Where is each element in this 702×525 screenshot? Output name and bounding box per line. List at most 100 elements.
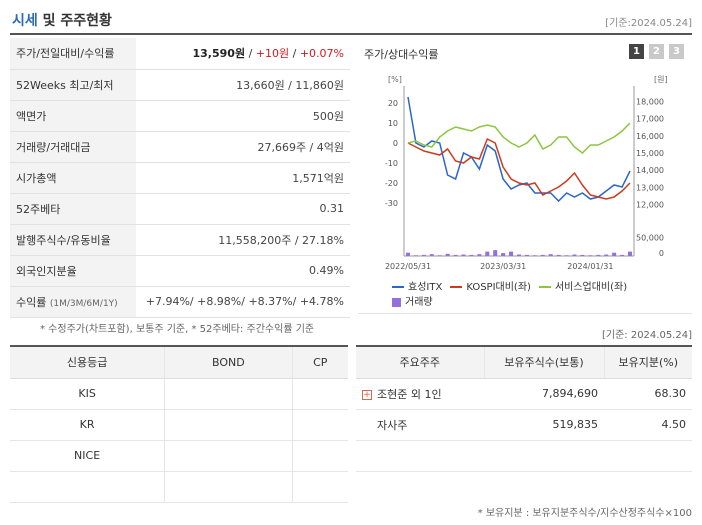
- bond-cell: [164, 471, 293, 503]
- volume-bar: [604, 254, 609, 256]
- row-value: 500원: [136, 100, 350, 132]
- column-header: 보유주식수(보통): [484, 346, 605, 379]
- legend-item: KOSPI대비(좌): [450, 280, 531, 295]
- table-row: 발행주식수/유동비율 11,558,200주 / 27.18%: [10, 224, 350, 256]
- right-tick-label: 12,000: [636, 200, 664, 209]
- tab-2[interactable]: 2: [649, 44, 664, 59]
- column-header: BOND: [164, 346, 293, 379]
- table-row: 시가총액 1,571억원: [10, 162, 350, 194]
- table-row: [10, 471, 348, 503]
- volume-bar: [477, 254, 482, 256]
- legend-swatch: [392, 297, 401, 307]
- right-axis-unit: [원]: [654, 75, 668, 84]
- row-label: 발행주식수/유동비율: [10, 224, 136, 256]
- legend-label: 효성ITX: [408, 281, 443, 293]
- legend-swatch: [392, 286, 404, 288]
- table-header-row: 주요주주 보유주식수(보통) 보유지분(%): [356, 346, 692, 379]
- volume-tick-label: 0: [659, 249, 664, 258]
- table-row: 52Weeks 최고/최저 13,660원 / 11,860원: [10, 69, 350, 101]
- price-value: 13,590원: [192, 47, 246, 61]
- pct-cell: 68.30: [604, 378, 692, 410]
- x-tick-label: 2023/03/31: [480, 262, 526, 271]
- x-tick-label: 2024/01/31: [567, 262, 613, 271]
- volume-bar: [413, 255, 418, 256]
- chart-panel: 주가/상대수익률 1 2 3 [%] [원] 20 10 0 -10 -20 -30 18,00…: [358, 38, 692, 314]
- left-tick-label: 0: [393, 139, 398, 148]
- table-row: + 조현준 외 1인 7,894,690 68.30: [356, 378, 692, 410]
- series-line-0: [407, 96, 631, 203]
- right-date-note: [기준: 2024.05.24]: [601, 330, 692, 341]
- table-row: KIS: [10, 378, 348, 410]
- change-pct: +0.07%: [299, 47, 344, 61]
- market-info-table: 주가/전일대비/수익률 13,590원 / +10원 / +0.07% 52We…: [10, 38, 350, 318]
- left-tick-label: -20: [385, 179, 398, 188]
- holder-name-cell: 자사주: [356, 409, 484, 441]
- table-row: 주가/전일대비/수익률 13,590원 / +10원 / +0.07%: [10, 38, 350, 70]
- cp-cell: [292, 471, 348, 503]
- column-header: 주요주주: [356, 346, 485, 379]
- volume-bar: [501, 253, 506, 256]
- row-label: 수익률 (1M/3M/6M/1Y): [10, 286, 136, 318]
- chart-legend: 효성ITX KOSPI대비(좌) 서비스업대비(좌) 거래량: [392, 278, 692, 312]
- legend-item: 서비스업대비(좌): [538, 280, 628, 295]
- pct-cell: [604, 440, 692, 472]
- volume-bar: [493, 250, 498, 256]
- section-title-accent: 시세: [12, 13, 38, 29]
- holder-name: 조현준 외 1인: [377, 387, 442, 401]
- tab-3[interactable]: 3: [669, 44, 684, 59]
- series-line-1: [407, 137, 631, 200]
- row-label: 52주베타: [10, 193, 136, 225]
- sep: /: [289, 47, 300, 61]
- right-tick-label: 14,000: [636, 166, 664, 175]
- agency-cell: KIS: [10, 378, 166, 410]
- row-label: 주가/전일대비/수익률: [10, 38, 136, 70]
- tab-1[interactable]: 1: [629, 44, 644, 59]
- volume-bar: [612, 252, 617, 256]
- column-header: 신용등급: [10, 346, 166, 379]
- legend-label: 서비스업대비(좌): [554, 281, 628, 293]
- cp-cell: [292, 409, 348, 441]
- chart-title: 주가/상대수익률: [364, 48, 439, 61]
- holder-name-cell: [356, 440, 484, 472]
- legend-swatch: [538, 286, 551, 288]
- left-tick-label: -30: [385, 199, 398, 208]
- left-tick-label: 10: [388, 119, 398, 128]
- shares-cell: 7,894,690: [484, 378, 604, 410]
- table-row: KR: [10, 409, 348, 441]
- right-tick-label: 13,000: [636, 183, 664, 192]
- row-value: 1,571억원: [136, 162, 350, 194]
- right-tick-label: 15,000: [636, 149, 664, 158]
- volume-bar: [580, 254, 585, 256]
- expand-icon[interactable]: +: [362, 389, 372, 400]
- chart-tabs: 1 2 3: [629, 44, 684, 59]
- right-tick-label: 16,000: [636, 132, 664, 141]
- volume-bar: [429, 254, 434, 256]
- row-label: 외국인지분율: [10, 255, 136, 287]
- volume-bar: [517, 254, 521, 256]
- shares-cell: 519,835: [484, 409, 604, 441]
- holder-name: 자사주: [377, 418, 408, 432]
- volume-bar: [437, 255, 442, 256]
- credit-rating-table: 신용등급 BOND CP KIS KR NICE: [10, 345, 348, 503]
- change-value: +10원: [255, 47, 290, 61]
- bottom-footnote: * 보유지분 : 보유지분주식수/지수산정주식수×100: [477, 508, 692, 519]
- x-tick-label: 2022/05/31: [385, 262, 431, 271]
- row-label: 52Weeks 최고/최저: [10, 69, 136, 101]
- header-date: [기준:2024.05.24]: [605, 18, 692, 29]
- volume-bar: [556, 254, 561, 256]
- volume-bar: [421, 254, 426, 256]
- column-header: CP: [292, 346, 348, 379]
- row-label: 거래량/거래대금: [10, 131, 136, 163]
- table-row: NICE: [10, 440, 348, 472]
- legend-label: 거래량: [405, 296, 433, 308]
- legend-label: KOSPI대비(좌): [466, 281, 531, 293]
- volume-bar: [548, 254, 553, 256]
- volume-bar: [572, 254, 577, 256]
- legend-swatch: [450, 286, 463, 288]
- header-divider: [10, 33, 692, 35]
- volume-bar: [540, 254, 545, 256]
- volume-bar: [596, 254, 601, 256]
- agency-cell: [10, 471, 166, 503]
- volume-bar: [588, 255, 593, 256]
- row-label: 시가총액: [10, 162, 136, 194]
